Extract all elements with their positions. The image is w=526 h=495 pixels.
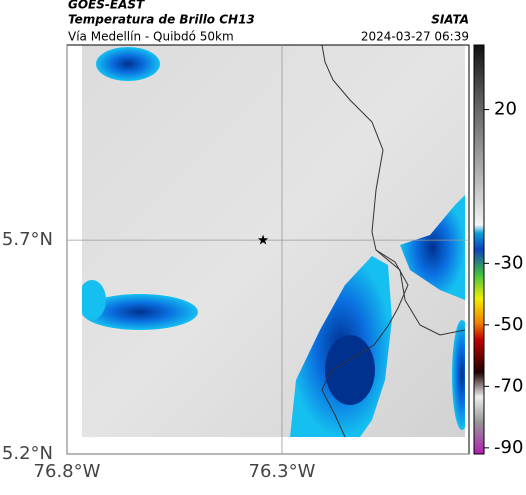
x-tick-label: 76.8°W [34, 461, 101, 482]
colorbar [473, 44, 485, 455]
colorbar-tick-label: -90 [494, 437, 523, 458]
satellite-label: GOES-EAST [68, 0, 145, 12]
route-label: Vía Medellín - Quibdó 50km [68, 30, 234, 44]
location-marker [257, 234, 269, 245]
satellite-image [82, 45, 465, 437]
y-tick-label: 5.2°N [2, 443, 53, 464]
cloud-tops [82, 45, 465, 437]
datetime-label: 2024-03-27 06:39 [361, 30, 469, 44]
cloud [325, 335, 375, 405]
colorbar-tick-label: -30 [494, 252, 523, 273]
border-line [375, 249, 465, 336]
cloud [82, 280, 106, 320]
source-label: SIATA [431, 13, 469, 27]
product-label: Temperatura de Brillo CH13 [68, 13, 255, 27]
cloud [400, 195, 465, 300]
cloud [96, 47, 160, 81]
cloud [452, 320, 465, 430]
colorbar-tick-label: 20 [494, 99, 517, 120]
border-line [321, 45, 409, 437]
x-tick-label: 76.3°W [249, 461, 316, 482]
colorbar-tick-label: -50 [494, 314, 523, 335]
cloud [82, 294, 198, 330]
colorbar-tick-label: -70 [494, 375, 523, 396]
y-tick-label: 5.7°N [2, 229, 53, 250]
